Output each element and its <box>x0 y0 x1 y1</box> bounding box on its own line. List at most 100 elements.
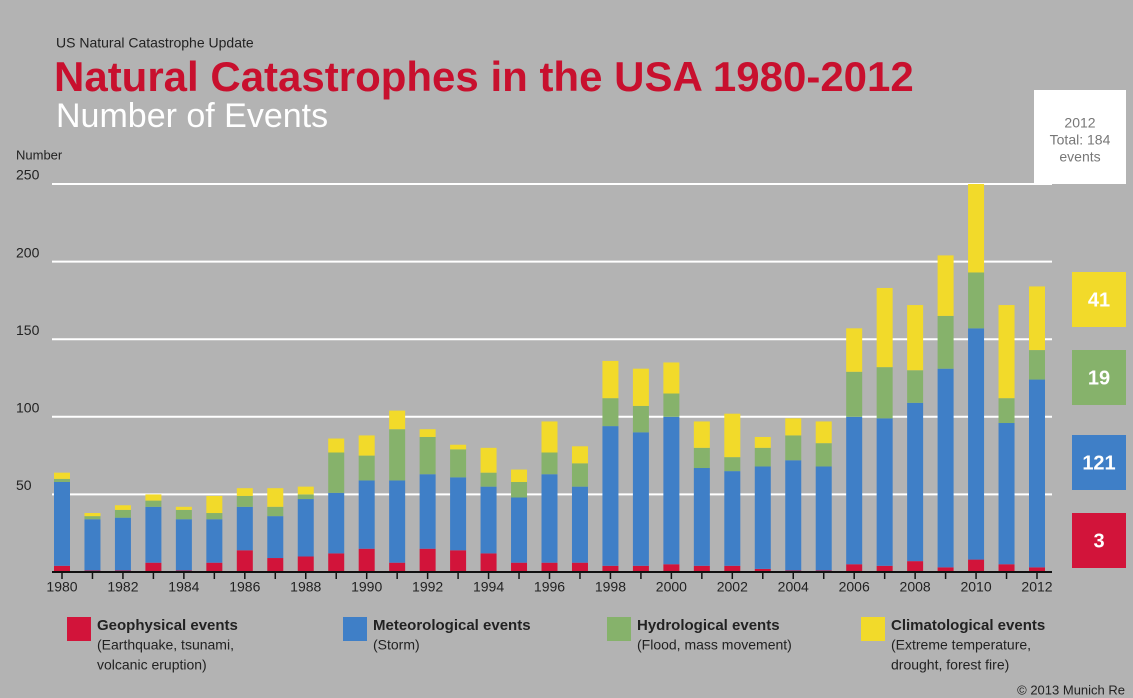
x-tick-label: 2012 <box>1021 579 1052 595</box>
legend-swatch <box>67 617 91 641</box>
bar-segment <box>815 421 832 444</box>
bar-segment <box>450 477 467 551</box>
bar-segment <box>511 562 528 572</box>
bar-segment <box>907 305 924 371</box>
bar-segment <box>175 506 192 510</box>
value-label: 3 <box>1093 530 1104 552</box>
bar-segment <box>511 497 528 563</box>
x-tick-label: 2006 <box>839 579 870 595</box>
bar-segment <box>419 548 436 572</box>
bar-segment <box>114 517 131 571</box>
bar-segment <box>328 492 345 554</box>
bar-segment <box>114 509 131 518</box>
bar-segment <box>693 421 710 448</box>
bar-segment <box>937 255 954 316</box>
bar-segment <box>175 509 192 520</box>
bar-segment <box>389 410 406 430</box>
bar-segment <box>907 402 924 562</box>
bar-segment <box>754 568 771 572</box>
bar-segment <box>297 486 314 495</box>
legend-description: volcanic eruption) <box>97 657 207 673</box>
bar-segment <box>937 315 954 369</box>
x-tick-label: 2004 <box>778 579 809 595</box>
bar-segment <box>541 421 558 453</box>
bar-segment <box>998 305 1015 399</box>
x-tick-label: 1994 <box>473 579 504 595</box>
x-tick-label: 1982 <box>107 579 138 595</box>
bar-segment <box>785 418 802 436</box>
bar-segment <box>693 447 710 469</box>
bar-segment <box>632 405 649 433</box>
bar-segment <box>54 472 70 479</box>
x-tick-label: 2010 <box>960 579 991 595</box>
legend-swatch <box>607 617 631 641</box>
bar-segment <box>175 519 192 571</box>
value-box <box>1072 350 1126 405</box>
bar-segment <box>907 561 924 572</box>
bar-segment <box>450 444 467 450</box>
legend-description: (Extreme temperature, <box>891 637 1031 653</box>
y-tick-label: 50 <box>16 477 32 493</box>
x-tick-label: 1990 <box>351 579 382 595</box>
bar-segment <box>328 452 345 493</box>
bar-segment <box>968 559 985 572</box>
bar-segment <box>236 506 253 551</box>
value-label: 41 <box>1088 289 1110 311</box>
bar-segment <box>267 516 284 559</box>
bar-segment <box>571 562 588 572</box>
value-box <box>1072 435 1126 490</box>
legend-label: Meteorological events <box>373 617 531 634</box>
legend-label: Climatological events <box>891 617 1045 634</box>
x-tick-label: 2008 <box>900 579 931 595</box>
bar-segment <box>358 548 375 572</box>
legend-description: (Flood, mass movement) <box>637 637 792 653</box>
bar-segment <box>846 564 863 572</box>
x-tick-label: 1998 <box>595 579 626 595</box>
y-tick-label: 100 <box>16 400 40 416</box>
bar-segment <box>236 488 253 496</box>
bar-segment <box>84 519 101 571</box>
y-tick-label: 250 <box>16 167 40 183</box>
x-tick-label: 1986 <box>229 579 260 595</box>
bar-segment <box>145 506 162 563</box>
bar-segment <box>419 429 436 437</box>
bar-segment <box>206 513 223 520</box>
bar-segment <box>267 488 284 507</box>
bar-segment <box>632 565 649 572</box>
bar-segment <box>1029 567 1045 572</box>
bar-segment <box>206 495 223 514</box>
bar-segment <box>998 564 1015 572</box>
x-tick-label: 1988 <box>290 579 321 595</box>
legend-description: (Storm) <box>373 637 420 653</box>
bar-segment <box>328 438 345 453</box>
bar-segment <box>267 506 284 517</box>
bar-segment <box>267 558 284 572</box>
x-tick-label: 1996 <box>534 579 565 595</box>
bar-segment <box>724 413 741 458</box>
bar-segment <box>54 478 70 482</box>
header: US Natural Catastrophe Update <box>56 35 254 51</box>
bar-segment <box>236 550 253 572</box>
bar-segment <box>297 494 314 500</box>
bar-segment <box>846 371 863 417</box>
bar-segment <box>663 393 680 417</box>
bar-segment <box>389 562 406 572</box>
bar-segment <box>663 564 680 572</box>
bar-segment <box>571 446 588 464</box>
bar-segment <box>358 435 375 456</box>
bar-segment <box>419 474 436 549</box>
bar-segment <box>541 452 558 475</box>
bar-segment <box>754 436 771 448</box>
x-tick-label: 1984 <box>168 579 199 595</box>
y-axis-label: Number <box>16 147 63 162</box>
y-tick-label: 200 <box>16 244 40 260</box>
bar-segment <box>297 499 314 557</box>
bar-segment <box>328 553 345 572</box>
legend-swatch <box>861 617 885 641</box>
bar-segment <box>968 328 985 560</box>
bar-segment <box>511 481 528 498</box>
bar-segment <box>114 505 131 510</box>
bar-segment <box>785 460 802 571</box>
bar-segment <box>54 481 70 566</box>
